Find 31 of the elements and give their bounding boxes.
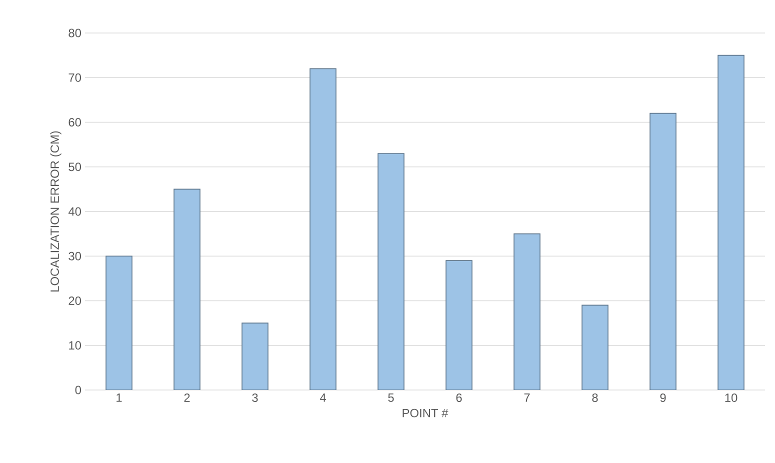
y-tick-label: 30 — [68, 252, 82, 260]
y-tick-label: 40 — [68, 207, 82, 216]
bar — [310, 68, 336, 390]
x-tick-label: 1 — [116, 394, 122, 402]
x-tick-label: 5 — [388, 394, 394, 402]
x-tick-label: 2 — [184, 394, 190, 402]
bar — [378, 153, 404, 390]
x-tick-label: 3 — [252, 394, 258, 402]
bar — [242, 322, 268, 390]
bar — [718, 54, 744, 390]
y-tick-label: 80 — [68, 28, 82, 38]
x-tick-label: 10 — [725, 394, 738, 402]
y-tick-label: 70 — [68, 73, 82, 82]
bar — [514, 233, 540, 390]
x-tick-label: 9 — [660, 394, 666, 402]
y-tick-label: 20 — [68, 296, 82, 305]
y-axis-title: LOCALIZATION ERROR (CM) — [50, 131, 62, 292]
bar — [106, 256, 132, 390]
x-tick-label: 4 — [320, 394, 326, 402]
x-tick-label: 7 — [524, 394, 530, 402]
x-axis-title: POINT # — [402, 408, 448, 418]
x-tick-label: 8 — [592, 394, 598, 402]
y-tick-label: 60 — [68, 118, 82, 126]
x-tick-label: 6 — [456, 394, 462, 402]
bar — [174, 188, 200, 390]
bar — [582, 304, 608, 390]
y-tick-label: 50 — [68, 162, 82, 172]
y-tick-label: 10 — [69, 341, 82, 350]
bar — [650, 112, 676, 390]
bar — [446, 260, 472, 390]
y-tick-label: 0 — [75, 386, 82, 394]
